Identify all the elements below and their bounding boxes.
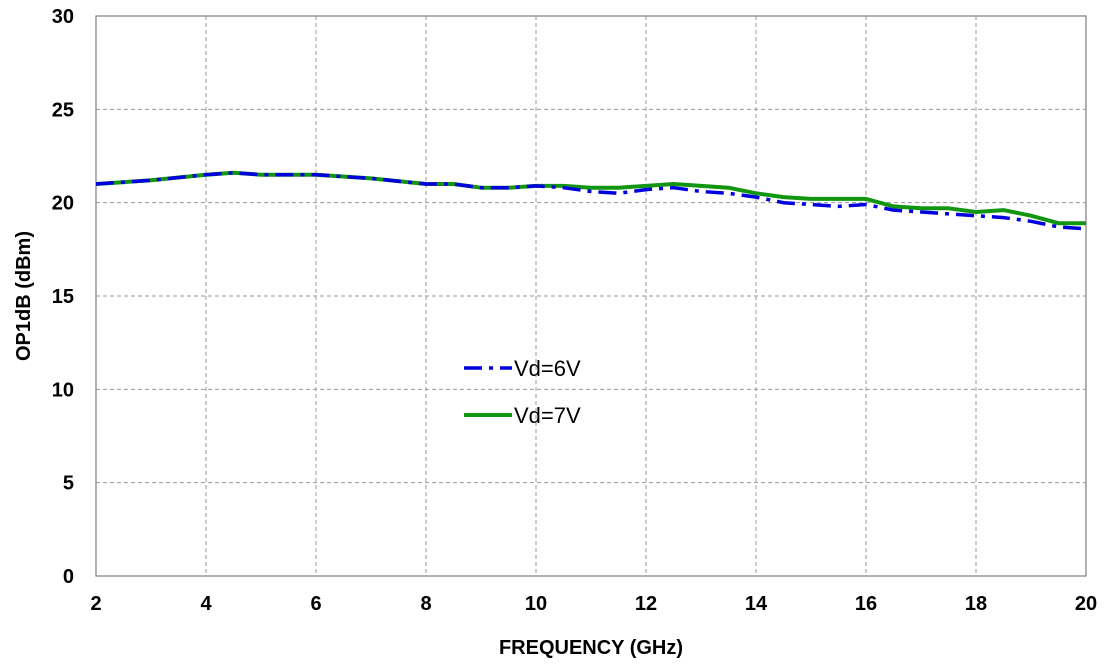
x-tick-label-6: 6 <box>310 593 321 615</box>
series-lines <box>95 170 1087 231</box>
plot-frame <box>95 15 1087 577</box>
x-tick-label-2: 2 <box>90 593 101 615</box>
x-axis-title: FREQUENCY (GHz) <box>499 637 683 659</box>
y-tick-label-30: 30 <box>52 6 74 28</box>
x-tick-label-20: 20 <box>1075 593 1097 615</box>
x-tick-label-10: 10 <box>525 593 547 615</box>
series-line-vd-7v <box>95 170 1086 226</box>
legend: Vd=6V Vd=7V <box>464 356 581 428</box>
y-tick-label-15: 15 <box>52 286 74 308</box>
y-tick-label-0: 0 <box>63 566 74 588</box>
y-tick-label-5: 5 <box>63 473 74 495</box>
y-tick-label-10: 10 <box>52 379 74 401</box>
x-tick-label-16: 16 <box>855 593 877 615</box>
y-tick-label-25: 25 <box>52 99 74 121</box>
x-tick-label-18: 18 <box>965 593 987 615</box>
y-axis-title: OP1dB (dBm) <box>13 231 35 361</box>
x-tick-label-8: 8 <box>420 593 431 615</box>
x-tick-labels: 2 4 6 8 10 12 14 16 18 20 <box>90 593 1097 615</box>
x-tick-label-12: 12 <box>635 593 657 615</box>
series-line-vd-6v <box>95 171 1087 231</box>
x-tick-label-14: 14 <box>745 593 768 615</box>
x-tick-label-4: 4 <box>200 593 212 615</box>
grid-lines <box>96 16 1086 576</box>
legend-label-vd-6v: Vd=6V <box>514 356 581 381</box>
y-tick-label-20: 20 <box>52 193 74 215</box>
legend-label-vd-7v: Vd=7V <box>514 403 581 428</box>
y-tick-labels: 0 5 10 15 20 25 30 <box>52 6 74 588</box>
